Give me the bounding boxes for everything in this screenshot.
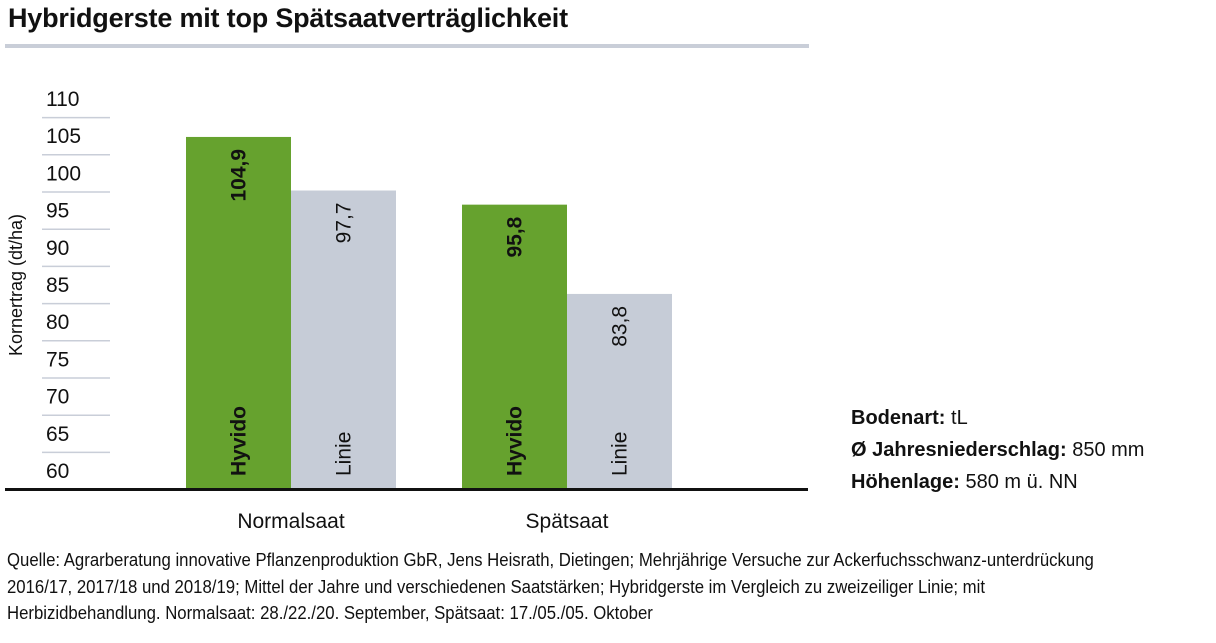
y-tick-label: 70	[46, 386, 69, 409]
bar-value-label: 83,8	[609, 306, 632, 347]
title-underline	[5, 44, 809, 48]
info-soil-type-value: tL	[951, 407, 968, 429]
bar-hyvido-0	[186, 136, 291, 488]
bar-value-label: 95,8	[504, 216, 527, 257]
x-category-label: Spätsaat	[526, 510, 609, 533]
y-tick-label: 110	[46, 88, 79, 111]
y-axis-label: Kornertrag (dt/ha)	[6, 214, 26, 356]
info-altitude-label: Höhenlage:	[851, 471, 960, 493]
info-soil-type-label: Bodenart:	[851, 407, 946, 429]
bar-value-label: 104,9	[228, 149, 251, 202]
y-tick-label: 90	[46, 237, 69, 260]
bar-linie-0	[291, 190, 396, 488]
y-tick-label: 65	[46, 423, 69, 446]
bar-series-label: Hyvido	[504, 406, 527, 476]
y-tick-label: 105	[46, 125, 81, 148]
x-category-label: Normalsaat	[237, 510, 345, 533]
bar-linie-1	[567, 293, 672, 488]
bar-series-label: Linie	[333, 432, 356, 476]
bar-chart: 110 105 100 95 90 85 80 75 70 65 60 Kornertrag (dt/…	[5, 88, 808, 533]
info-altitude-value: 580 m ü. NN	[965, 471, 1078, 493]
chart-title: Hybridgerste mit top Spätsaatverträglich…	[8, 3, 568, 33]
info-precipitation: Ø Jahresniederschlag: 850 mm	[851, 438, 1144, 462]
info-altitude: Höhenlage: 580 m ü. NN	[851, 470, 1078, 494]
y-tick-label: 60	[46, 460, 69, 483]
info-precipitation-label: Ø Jahresniederschlag:	[851, 439, 1067, 461]
bar-value-label: 97,7	[333, 203, 356, 244]
info-precipitation-value: 850 mm	[1072, 439, 1145, 461]
y-tick-label: 100	[46, 162, 81, 185]
source-note: Quelle: Agrarberatung innovative Pflanze…	[7, 550, 1094, 623]
y-tick-label: 85	[46, 274, 69, 297]
info-soil-type: Bodenart: tL	[851, 406, 968, 430]
bar-series-label: Linie	[609, 432, 632, 476]
bar-series-label: Hyvido	[228, 406, 251, 476]
bar-hyvido-1	[462, 204, 567, 488]
y-tick-label: 95	[46, 200, 69, 223]
y-tick-label: 75	[46, 348, 69, 371]
y-tick-label: 80	[46, 311, 69, 334]
